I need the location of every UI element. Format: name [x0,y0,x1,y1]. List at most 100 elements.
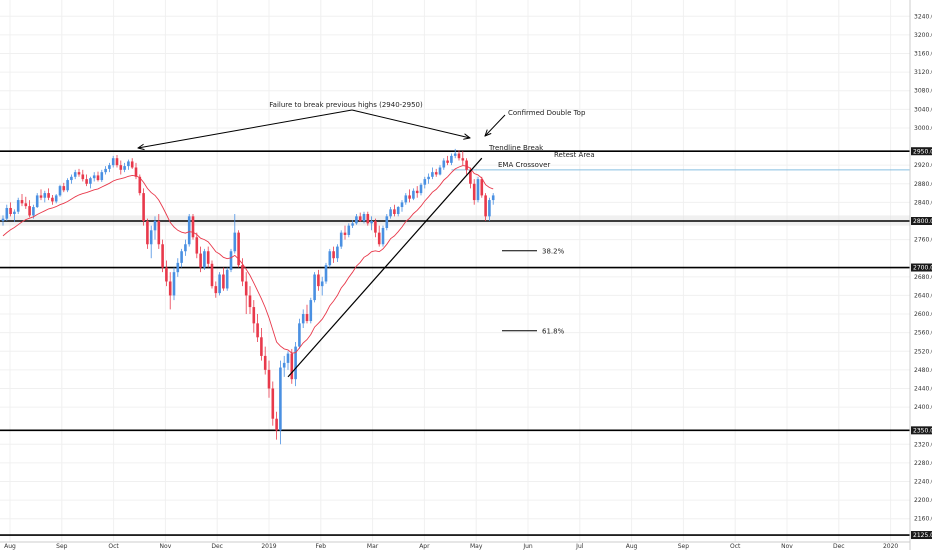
candle-body [225,269,229,289]
candle [214,281,218,298]
y-tick-label: 2160.0 [914,516,932,523]
candle [134,162,138,180]
candle-body [351,223,354,226]
trendline-break-text: Trendline Break [488,144,544,152]
candle [184,239,187,256]
candle-body [218,274,221,294]
candle [286,351,290,370]
candle-body [138,176,142,194]
candle [419,182,423,196]
candle-body [438,167,442,175]
candle-body [96,175,100,181]
candle [336,244,339,262]
candle-body [309,300,313,322]
candle-body [301,314,305,324]
candle [51,194,54,205]
candle-body [180,251,183,263]
candle-body [313,274,316,301]
candle-body [16,200,20,212]
candle [172,267,176,301]
candle [298,318,301,349]
candle-body [5,207,9,219]
candle [229,248,233,273]
candle-body [427,176,430,180]
y-tick-label: 2680.0 [914,274,932,281]
y-tick-label: 2480.0 [914,367,932,374]
level-label-bg [911,147,932,156]
candle [347,223,351,238]
candle-body [404,195,408,203]
candle [237,230,240,268]
failure-text: Failure to break previous highs (2940-29… [269,101,423,109]
candle [480,176,484,198]
fib-levels: 38.2% 61.8% [502,247,565,335]
level-label-bg [911,426,932,435]
level-label: 2125.0 [913,532,932,539]
candle-body [168,281,172,296]
candle [81,169,85,182]
candle-body [465,160,468,170]
candle-body [343,232,347,235]
candle [210,260,214,289]
candle [66,178,69,193]
candle [127,159,130,170]
candle-body [298,323,301,347]
candle-body [457,153,461,159]
candle-body [381,227,385,245]
candle [77,168,81,177]
candle-body [153,221,157,231]
candle [279,360,282,445]
candle-body [184,244,187,252]
candle [225,267,229,291]
candle [396,206,400,217]
candle [370,216,373,231]
candle [484,193,487,221]
time-axis[interactable]: Aug Sep Oct Nov Dec 2019 Feb Mar Apr May Jun Jul Aug… [0,541,910,550]
candle [35,193,39,208]
candle [320,276,324,296]
candle-body [157,221,161,245]
candle [47,188,50,201]
candle-body [271,388,275,419]
candle-body [256,323,259,338]
candle [324,262,328,284]
candle [149,225,153,259]
candle-body [469,169,472,184]
candle-body [214,286,218,294]
candle [488,197,491,221]
candle-body [85,179,88,184]
y-tick-label: 3240.0 [914,13,932,20]
candle [180,248,183,268]
candle-body [400,202,404,208]
candle [282,355,286,377]
candle [165,260,168,287]
candle [381,225,385,247]
grid [0,0,910,542]
candle-body [81,174,85,180]
candle [408,189,411,203]
candle [457,150,461,161]
x-tick-label: Feb [315,543,326,550]
candle-body [263,355,267,370]
candle-body [165,267,168,282]
candle [123,162,126,173]
candle [73,169,77,180]
price-axis[interactable]: 3240.0 3200.0 3160.0 3120.0 3080.0 3040.0 3000… [909,0,932,550]
candle [343,225,347,240]
candle-body [54,195,58,202]
candle [423,176,427,189]
candle-body [267,369,271,389]
candle-body [484,195,487,217]
candle [58,184,62,197]
x-tick-label: Apr [419,543,430,550]
double-top-text: Confirmed Double Top [508,109,586,117]
candle [176,258,180,277]
candle [16,197,20,215]
candle-body [62,186,66,191]
x-tick-label: Aug [626,543,638,550]
y-tick-label: 2520.0 [914,348,932,355]
candle-body [412,190,415,199]
candle-body [290,353,294,380]
y-tick-label: 3040.0 [914,106,932,113]
candle [290,348,294,384]
